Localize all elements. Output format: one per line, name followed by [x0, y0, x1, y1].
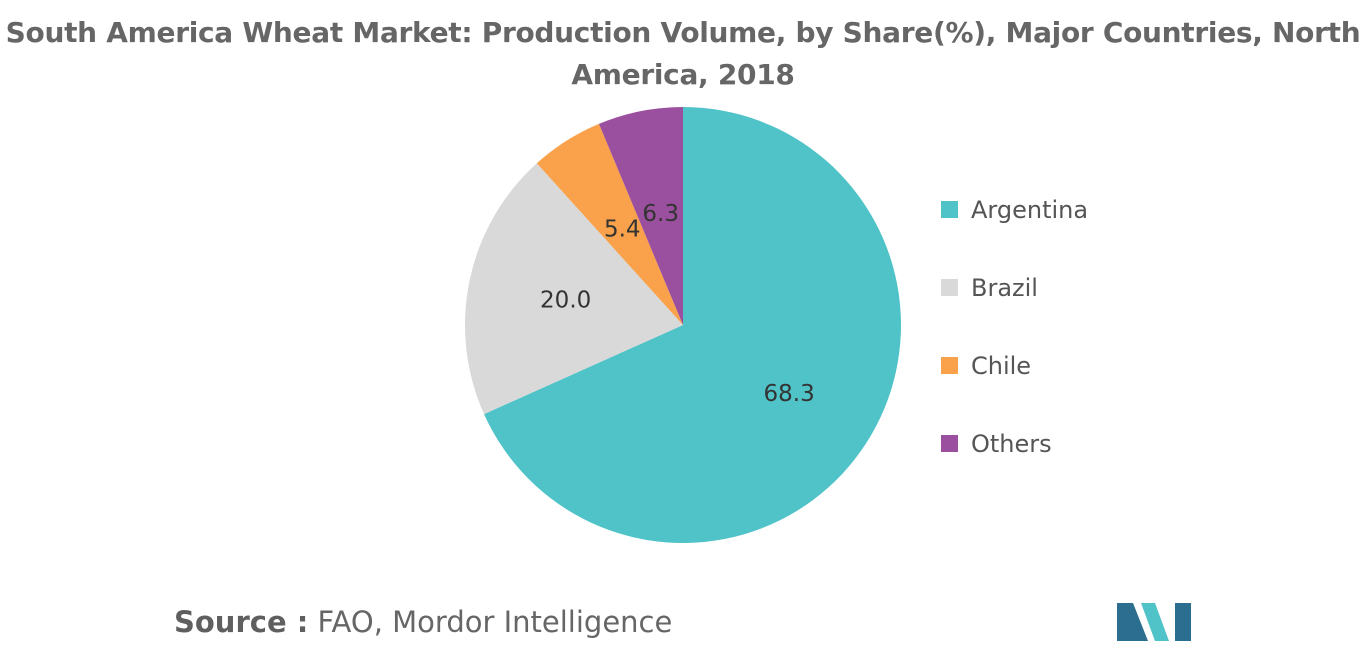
source-note: Source : FAO, Mordor Intelligence [174, 605, 672, 639]
chart-title: South America Wheat Market: Production V… [5, 16, 1361, 91]
legend-swatch-brazil [941, 279, 958, 296]
pie-slice-chile[interactable] [536, 123, 683, 325]
pie-slice-brazil[interactable] [464, 163, 683, 415]
pie-slice-others[interactable] [598, 107, 683, 325]
legend-label-argentina: Argentina [971, 195, 1089, 224]
legend-item-chile[interactable]: Chile [941, 346, 1088, 385]
legend-swatch-others [941, 435, 958, 452]
legend-item-argentina[interactable]: Argentina [941, 190, 1088, 229]
mordor-intelligence-logo [1117, 603, 1191, 641]
logo-shape-middle [1141, 603, 1169, 641]
source-text: FAO, Mordor Intelligence [317, 605, 673, 639]
legend-label-brazil: Brazil [971, 273, 1038, 302]
pie-slice-argentina[interactable] [484, 107, 901, 543]
pie-value-labels: 68.3 20.0 5.46.3 [540, 201, 815, 407]
pie-slices [464, 107, 901, 543]
legend: Argentina Brazil Chile Others [941, 190, 1088, 502]
pie-value-label-argentina: 68.3 [764, 381, 815, 407]
legend-swatch-argentina [941, 201, 958, 218]
legend-label-others: Others [971, 429, 1052, 458]
logo-shape-right-dark [1175, 603, 1191, 641]
legend-item-brazil[interactable]: Brazil [941, 268, 1088, 307]
pie-value-label-others: 6.3 [642, 201, 679, 227]
legend-item-others[interactable]: Others [941, 424, 1088, 463]
legend-swatch-chile [941, 357, 958, 374]
source-prefix: Source : [174, 605, 309, 639]
logo-shape-left [1117, 603, 1148, 641]
pie-value-label-brazil: 20.0 [540, 287, 591, 313]
pie-value-label-chile: 5.4 [604, 216, 641, 242]
legend-label-chile: Chile [971, 351, 1032, 380]
